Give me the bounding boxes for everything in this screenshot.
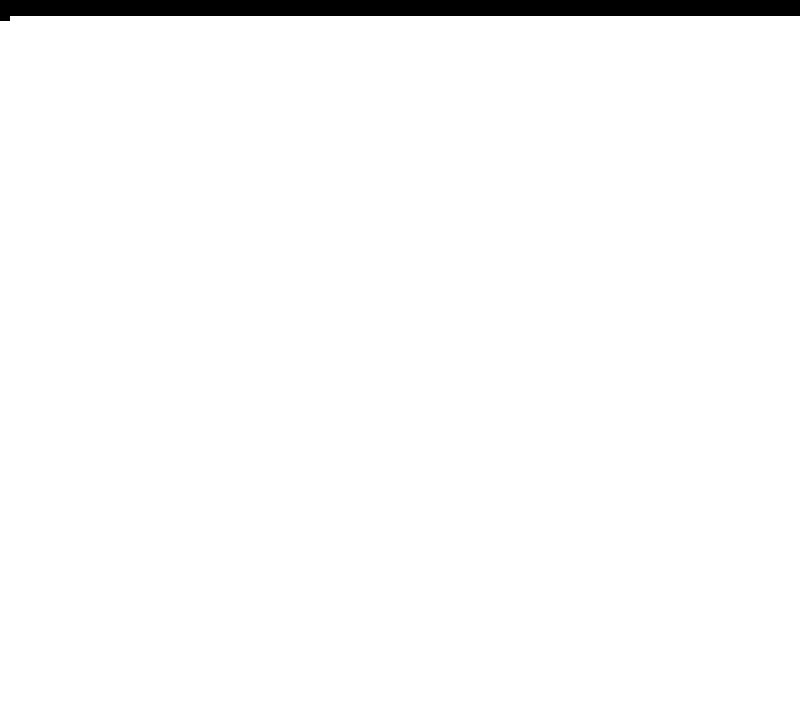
header-bar xyxy=(0,0,800,16)
brake-pad-drawing xyxy=(0,16,800,708)
